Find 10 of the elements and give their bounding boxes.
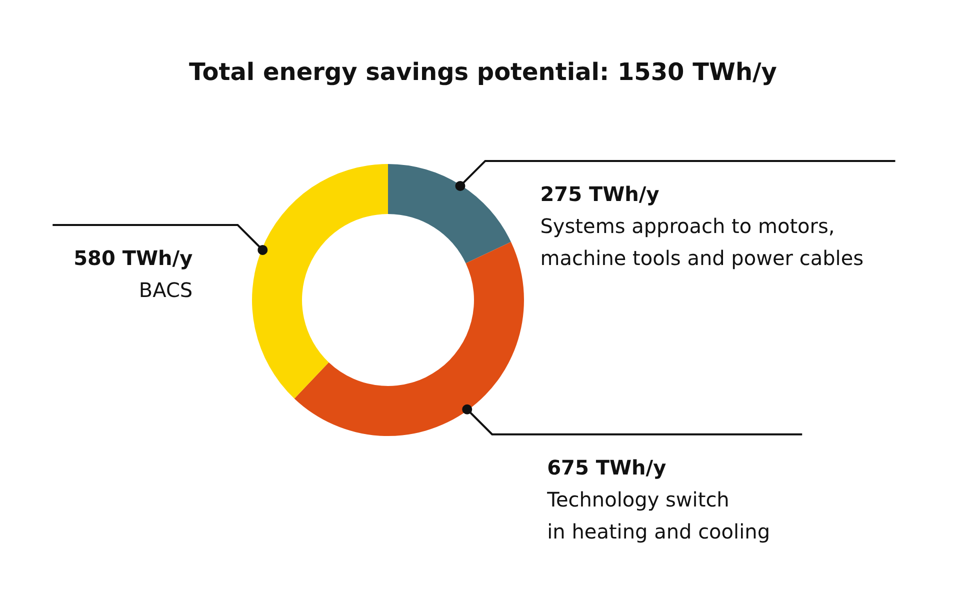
donut-slice [388, 164, 511, 264]
chart-title: Total energy savings potential: 1530 TWh/y [189, 58, 778, 86]
slice-label: Technology switch in heating and cooling [546, 487, 770, 544]
data-label: 275 TWh/y [540, 182, 660, 206]
donut-slice [252, 164, 388, 399]
slice-label: BACS [138, 278, 193, 302]
data-label: 675 TWh/y [547, 455, 666, 480]
slice-label: Systems approach to motors, machine tools and power cables [540, 214, 864, 270]
data-label: 580 TWh/y [74, 246, 193, 270]
donut-slice [294, 242, 524, 436]
